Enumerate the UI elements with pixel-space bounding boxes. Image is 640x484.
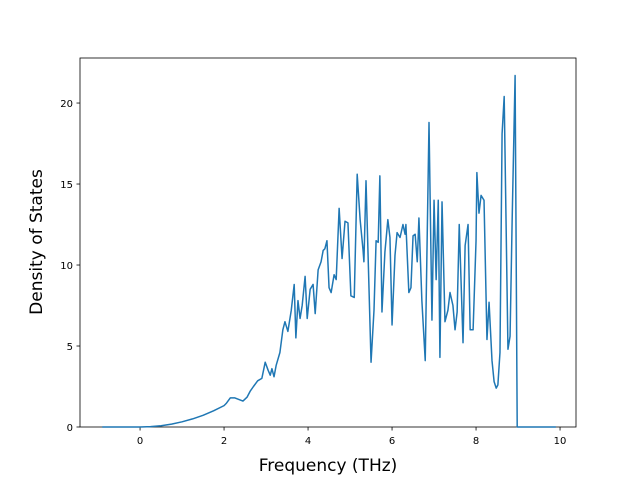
x-tick-label: 10 [554,436,567,447]
y-tick-label: 20 [60,99,73,110]
x-tick-label: 4 [305,436,311,447]
x-axis-label: Frequency (THz) [259,456,398,476]
y-tick-label: 10 [60,261,73,272]
y-tick-label: 5 [67,342,73,353]
x-tick-label: 2 [221,436,227,447]
plot-frame [79,57,577,428]
data-line [102,74,556,428]
y-axis-label: Density of States [27,169,47,315]
y-tick-label: 0 [67,423,73,434]
x-tick-label: 0 [137,436,143,447]
y-tick-label: 15 [60,180,73,191]
x-tick-label: 6 [389,436,395,447]
x-tick-label: 8 [473,436,479,447]
